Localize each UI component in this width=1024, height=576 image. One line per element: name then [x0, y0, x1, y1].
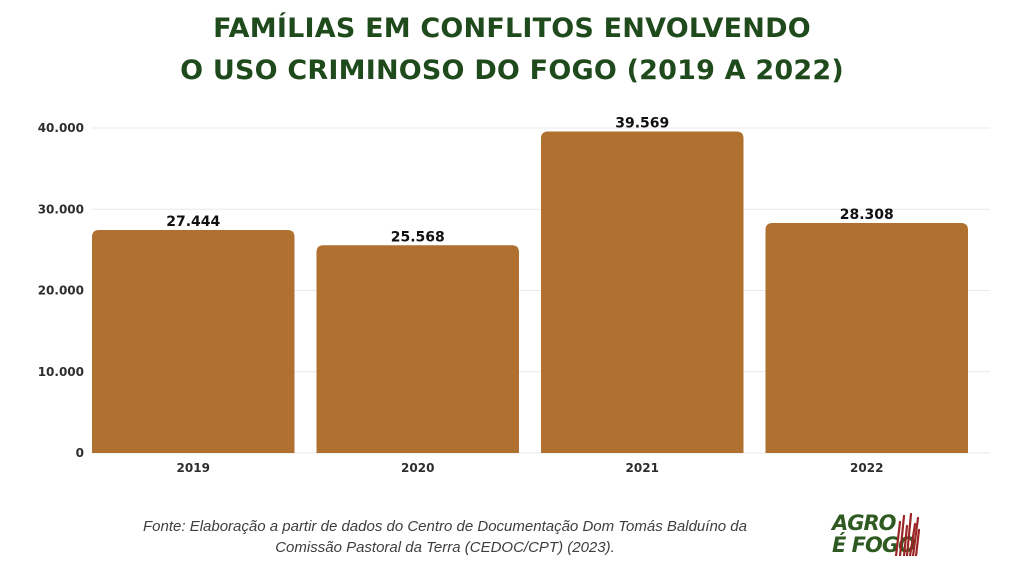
bar-2021: [541, 131, 744, 453]
source-note-line-2: Comissão Pastoral da Terra (CEDOC/CPT) (…: [275, 539, 615, 556]
data-label-2019: 27.444: [166, 214, 220, 230]
flame-stroke: [911, 516, 920, 556]
bar-2022: [765, 222, 968, 453]
logo-line-1: AGRO: [832, 511, 897, 535]
source-note-line-1: Fonte: Elaboração a partir de dados do C…: [143, 518, 747, 535]
x-tick-label: 2019: [177, 461, 210, 475]
chart-title-line-1: FAMÍLIAS EM CONFLITOS ENVOLVENDO: [213, 13, 811, 44]
source-note: Fonte: Elaboração a partir de dados do C…: [80, 516, 810, 558]
y-tick-label: 30.000: [38, 202, 84, 216]
chart-title: FAMÍLIAS EM CONFLITOS ENVOLVENDO O USO C…: [0, 8, 1024, 92]
flame-stroke: [905, 512, 913, 556]
x-tick-label: 2020: [401, 461, 434, 475]
bar-2019: [92, 230, 295, 453]
value-labels: 27.444 25.568 39.569 28.308: [166, 116, 894, 246]
flame-icon: [894, 512, 920, 556]
y-tick-label: 10.000: [38, 365, 84, 379]
y-tick-label: 20.000: [38, 284, 84, 298]
agro-e-fogo-logo: AGRO É FOGO: [832, 512, 922, 560]
bar-2020: [316, 245, 519, 453]
bar-chart: 0 10.000 20.000 30.000 40.000 27.444 25.568 39…: [38, 116, 990, 475]
data-label-2021: 39.569: [615, 116, 669, 132]
flame-stroke: [894, 520, 902, 556]
x-axis-ticks: 2019 2020 2021 2022: [177, 461, 884, 475]
chart-title-line-2: O USO CRIMINOSO DO FOGO (2019 A 2022): [180, 55, 844, 86]
logo-line-2: É FOGO: [832, 533, 916, 557]
flame-stroke: [902, 524, 909, 556]
bars: [92, 131, 968, 453]
data-label-2020: 25.568: [391, 229, 445, 245]
flame-stroke: [908, 522, 917, 556]
y-tick-label: 0: [76, 446, 84, 460]
x-tick-label: 2021: [626, 461, 659, 475]
y-tick-label: 40.000: [38, 121, 84, 135]
y-axis-ticks: 0 10.000 20.000 30.000 40.000: [38, 121, 84, 460]
data-label-2022: 28.308: [840, 207, 894, 223]
flame-stroke: [898, 514, 906, 556]
x-tick-label: 2022: [850, 461, 883, 475]
flame-stroke: [914, 528, 920, 556]
